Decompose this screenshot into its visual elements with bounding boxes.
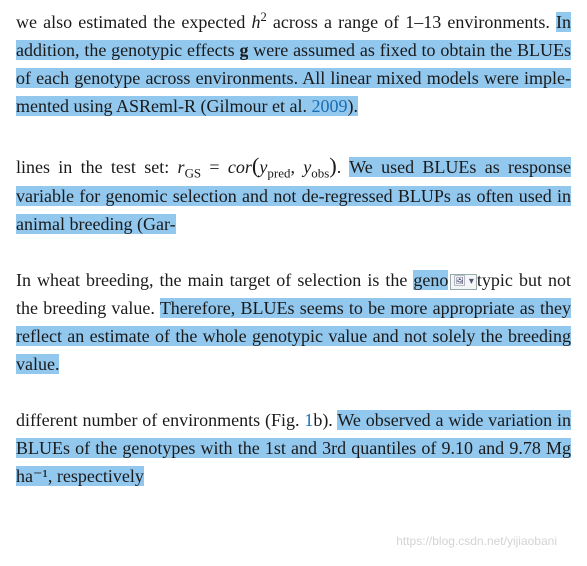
excerpt-container: we also estimated the expected h2 across… bbox=[0, 0, 587, 502]
p3-pre: In wheat breeding, the main target of se… bbox=[16, 270, 413, 290]
figure-ref[interactable]: 1 bbox=[304, 410, 313, 430]
paragraph-2: lines in the test set: rGS = cor(ypred, … bbox=[16, 149, 571, 240]
r-var: r bbox=[178, 157, 185, 177]
paragraph-3: In wheat breeding, the main target of se… bbox=[16, 267, 571, 379]
gs-sub: GS bbox=[185, 165, 202, 180]
p1-pre: we also estimated the expected bbox=[16, 12, 251, 32]
p2-dot: . bbox=[337, 157, 350, 177]
p4-pre: different number of environments (Fig. bbox=[16, 410, 304, 430]
paragraph-1: we also estimated the expected h2 across… bbox=[16, 8, 571, 121]
p4-post-fig: b). bbox=[313, 410, 337, 430]
pred-sub: pred bbox=[267, 165, 290, 180]
obs-sub: obs bbox=[311, 165, 329, 180]
comma: , bbox=[290, 157, 303, 177]
p3-geno: geno bbox=[413, 270, 448, 290]
paragraph-4: different number of environments (Fig. 1… bbox=[16, 407, 571, 491]
p1-highlight-c: ). bbox=[347, 96, 358, 116]
eq-sign: = bbox=[201, 157, 228, 177]
image-widget-icon[interactable]: 🖼 ▾ bbox=[450, 274, 477, 290]
cor-fn: cor bbox=[228, 157, 252, 177]
p2-pre: lines in the test set: bbox=[16, 157, 178, 177]
p1-mid: across a range of 1–13 environments. bbox=[267, 12, 556, 32]
rparen: ) bbox=[329, 153, 337, 178]
citation-year[interactable]: 2009 bbox=[311, 96, 347, 116]
watermark-text: https://blog.csdn.net/yijiaobani bbox=[396, 534, 557, 548]
